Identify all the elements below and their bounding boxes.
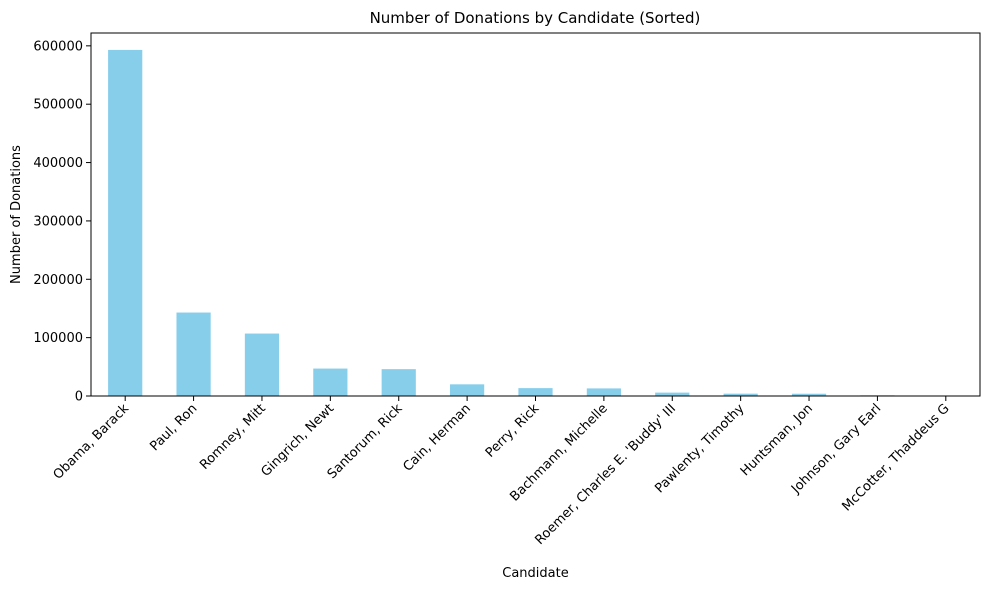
bar-8 (655, 392, 690, 396)
bar-7 (586, 388, 621, 396)
bar-9 (723, 393, 758, 396)
y-tick-label: 200000 (33, 273, 83, 288)
y-tick-label: 400000 (33, 156, 83, 171)
bar-3 (313, 368, 348, 396)
y-tick-label: 500000 (33, 98, 83, 113)
y-tick-label: 600000 (33, 39, 83, 54)
y-tick-label: 300000 (33, 214, 83, 229)
bar-10 (791, 393, 827, 396)
x-tick-label: Romney, Mitt (197, 401, 269, 473)
plot-frame (90, 32, 981, 397)
bar-5 (450, 384, 485, 396)
chart-title: Number of Donations by Candidate (Sorted… (370, 9, 701, 27)
y-axis-label: Number of Donations (9, 145, 24, 284)
bar-4 (381, 369, 416, 396)
bars-group (108, 49, 963, 396)
y-tick-label: 100000 (33, 331, 83, 346)
x-tick-label: Gingrich, Newt (259, 401, 338, 480)
x-tick-label: Paul, Ron (147, 401, 200, 454)
x-tick-label: Santorum, Rick (325, 401, 406, 482)
y-axis: 0 100000 200000 300000 400000 500000 600000 (33, 39, 91, 405)
bar-2 (244, 333, 280, 396)
bar-1 (176, 312, 211, 396)
x-tick-label: Perry, Rick (483, 401, 543, 461)
x-tick-label: Obama, Barack (51, 401, 133, 483)
y-tick-label: 0 (75, 390, 83, 405)
x-tick-label: Roemer, Charles E. 'Buddy' III (532, 401, 679, 548)
bar-0 (108, 49, 143, 396)
bar-6 (518, 388, 553, 396)
x-tick-label: Cain, Herman (400, 401, 473, 474)
x-axis-label: Candidate (502, 566, 568, 581)
x-tick-label: Huntsman, Jon (738, 401, 816, 479)
